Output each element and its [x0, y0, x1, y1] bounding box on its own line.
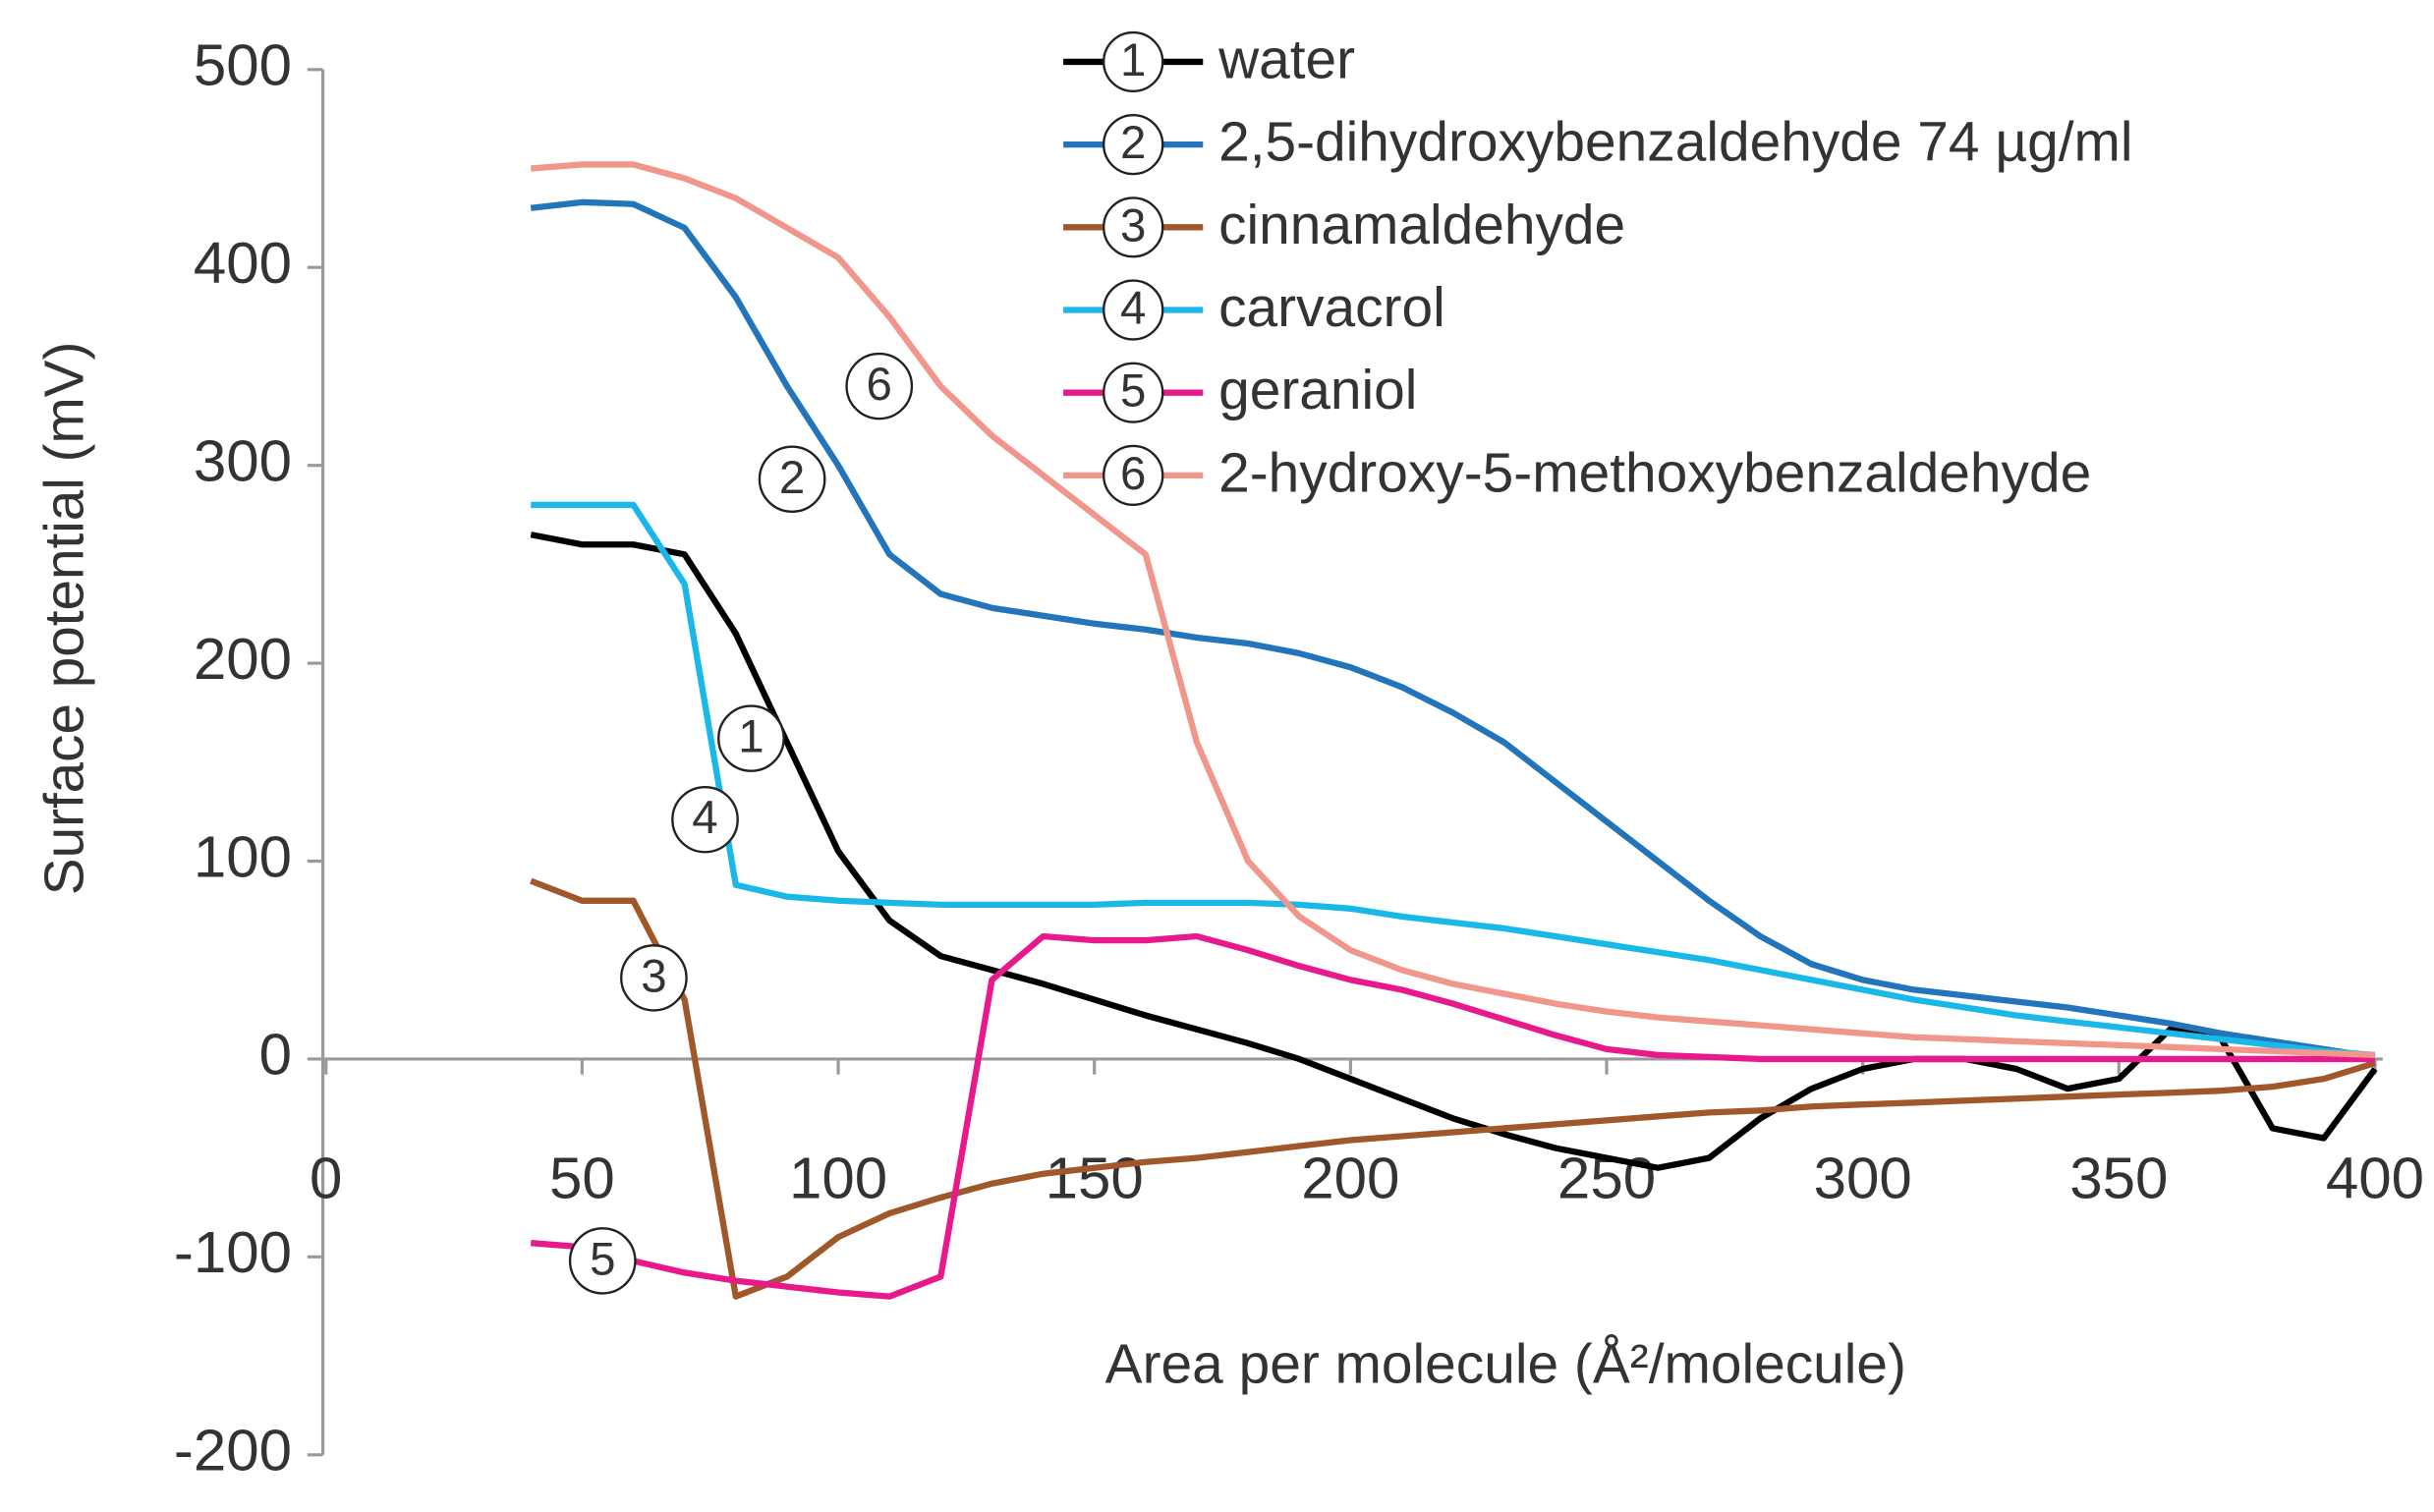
legend-label: water	[1217, 29, 1355, 91]
x-axis-title: Area per molecule (Å²/molecule)	[1105, 1333, 1906, 1396]
annotation-circle	[845, 352, 914, 420]
annotation-label: 5	[590, 1234, 615, 1286]
x-tick-label: 150	[1046, 1146, 1144, 1211]
annotation-label: 1	[738, 711, 764, 763]
series-line	[530, 532, 2378, 1171]
legend-circle	[1102, 444, 1164, 506]
annotation-label: 3	[641, 950, 666, 1002]
x-tick-label: 200	[1301, 1146, 1399, 1211]
legend-label: cinnamaldehyde	[1218, 195, 1625, 256]
legend-label: 2,5-dihydroxybenzaldehyde 74 µg/ml	[1218, 112, 2132, 174]
legend-circle	[1102, 279, 1164, 341]
legend-number: 4	[1120, 283, 1146, 335]
legend-number: 5	[1120, 365, 1146, 418]
y-tick-label: -200	[174, 1418, 292, 1484]
annotation-circle	[717, 704, 785, 772]
x-tick-label: 400	[2326, 1146, 2424, 1211]
series-line	[531, 501, 2376, 1058]
legend-number: 3	[1120, 199, 1146, 252]
annotation-circle	[758, 445, 826, 513]
y-tick-label: 200	[194, 626, 292, 692]
legend-circle	[1102, 30, 1164, 93]
series-line	[531, 161, 2376, 1058]
legend-label: geraniol	[1218, 360, 1417, 421]
legend-number: 2	[1120, 117, 1146, 169]
legend-circle	[1102, 196, 1164, 258]
series-line	[530, 877, 2376, 1300]
legend-circle	[1102, 362, 1164, 423]
y-tick-label: 100	[194, 823, 292, 889]
legend-label: 2-hydroxy-5-methoxybenzaldehyde	[1218, 443, 2091, 505]
annotation-circle	[671, 785, 739, 854]
annotation-circle	[568, 1227, 637, 1295]
annotation-label: 4	[692, 792, 717, 844]
series-line	[530, 198, 2376, 1060]
x-tick-label: 100	[789, 1146, 887, 1211]
legend-label: carvacrol	[1218, 277, 1445, 339]
x-tick-label: 0	[310, 1146, 342, 1211]
legend-circle	[1102, 114, 1164, 176]
x-tick-label: 50	[549, 1146, 615, 1211]
annotation-circle	[620, 944, 688, 1012]
y-tick-label: -100	[174, 1219, 292, 1285]
y-axis-title: Surface potential (mV)	[33, 342, 95, 896]
x-tick-label: 300	[1814, 1146, 1912, 1211]
annotation-label: 6	[867, 359, 892, 411]
y-tick-label: 400	[194, 230, 292, 296]
legend-number: 1	[1120, 34, 1146, 86]
y-tick-label: 0	[259, 1022, 292, 1088]
x-tick-label: 350	[2069, 1146, 2168, 1211]
y-tick-label: 500	[194, 32, 292, 98]
series-line	[531, 932, 2375, 1300]
annotation-label: 2	[779, 452, 805, 504]
y-tick-label: 300	[194, 428, 292, 494]
legend-number: 6	[1120, 448, 1146, 500]
